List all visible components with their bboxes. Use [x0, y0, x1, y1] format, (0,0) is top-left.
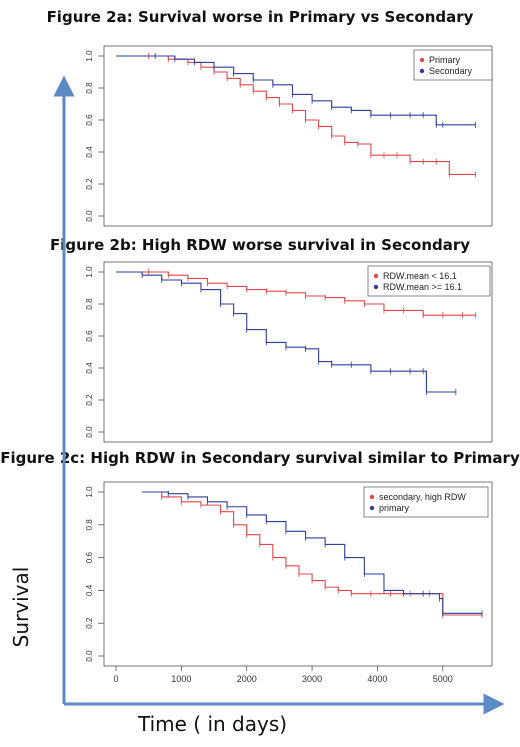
legend-label: RDW.mean >= 16.1	[383, 282, 462, 292]
y-tick-label: 0.8	[85, 519, 94, 531]
y-tick-label: 1.0	[85, 50, 94, 62]
legend-label: RDW.mean < 16.1	[383, 271, 457, 281]
y-tick-label: 0.2	[85, 178, 94, 190]
x-tick-label: 0	[113, 674, 118, 684]
y-tick-label: 0.6	[85, 114, 94, 126]
legend-label: primary	[379, 503, 410, 513]
y-tick-label: 0.6	[85, 330, 94, 342]
x-tick-label: 1000	[171, 674, 191, 684]
y-tick-label: 0.2	[85, 394, 94, 406]
legend-label: Secondary	[429, 66, 473, 76]
x-tick-label: 5000	[433, 674, 453, 684]
y-tick-label: 0.8	[85, 82, 94, 94]
legend-box	[367, 265, 491, 297]
y-tick-label: 0.2	[85, 617, 94, 629]
y-axis-label: Survival	[9, 566, 33, 648]
plot-frame	[103, 481, 493, 667]
y-tick-label: 0.0	[85, 210, 94, 222]
legend-marker	[419, 57, 425, 63]
x-tick-label: 2000	[237, 674, 257, 684]
plot-frame	[103, 45, 493, 227]
legend-marker	[373, 273, 379, 279]
y-tick-label: 1.0	[85, 486, 94, 498]
figure-2c-title: Figure 2c: High RDW in Secondary surviva…	[0, 449, 520, 467]
legend-box	[363, 486, 489, 518]
x-axis-label: Time ( in days)	[138, 712, 288, 736]
legend-box	[413, 49, 493, 81]
legend-marker	[369, 505, 375, 511]
legend-marker	[419, 68, 425, 74]
legend-marker	[373, 284, 379, 290]
y-tick-label: 1.0	[85, 266, 94, 278]
legend-label: secondary, high RDW	[379, 492, 466, 502]
figure-2b-title: Figure 2b: High RDW worse survival in Se…	[49, 236, 471, 254]
plot-frame	[103, 261, 493, 443]
y-tick-label: 0.0	[85, 650, 94, 662]
legend-label: Primary	[429, 55, 460, 65]
y-tick-label: 0.4	[85, 362, 94, 374]
y-tick-label: 0.4	[85, 584, 94, 596]
x-tick-label: 4000	[367, 674, 387, 684]
figure-2a-title: Figure 2a: Survival worse in Primary vs …	[46, 8, 474, 26]
y-axis-label-wrap: Survival	[6, 550, 36, 670]
legend-marker	[369, 494, 375, 500]
x-tick-label: 3000	[302, 674, 322, 684]
y-tick-label: 0.6	[85, 551, 94, 563]
y-tick-label: 0.8	[85, 298, 94, 310]
y-tick-label: 0.4	[85, 146, 94, 158]
series-line-rdw-mean-16-1	[116, 271, 476, 316]
y-tick-label: 0.0	[85, 426, 94, 438]
